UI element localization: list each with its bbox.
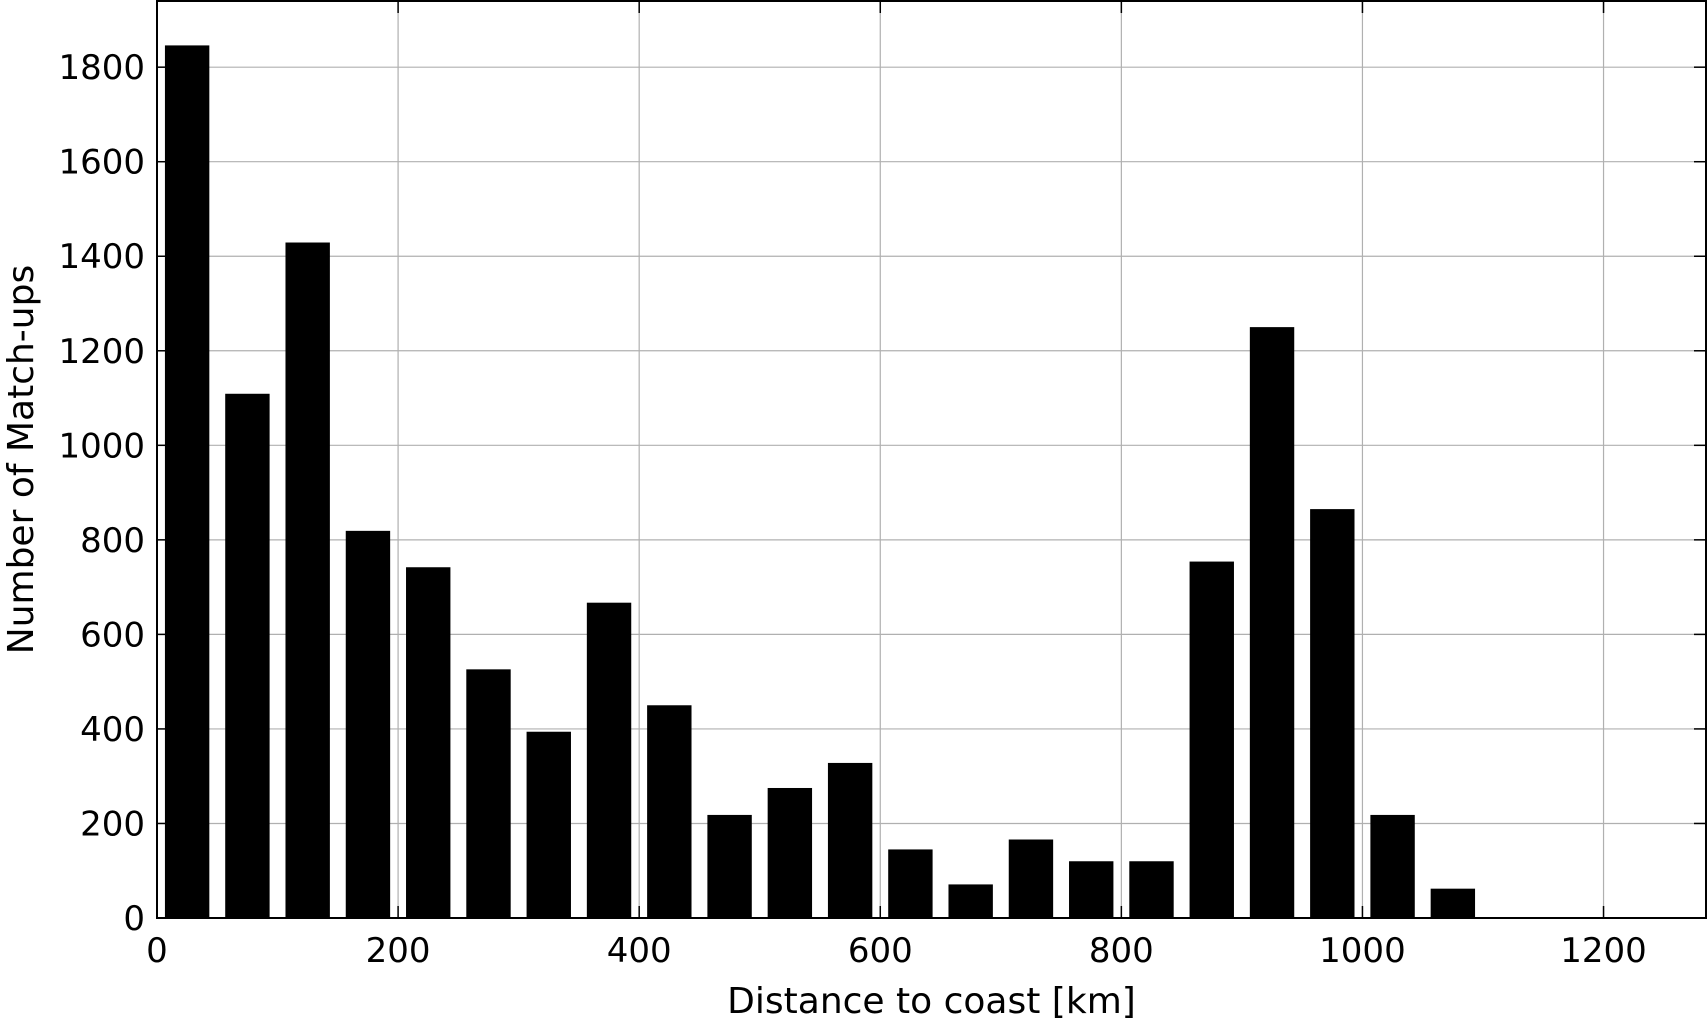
bar xyxy=(1069,861,1114,919)
x-tick-labels: 0 200 400 600 800 1000 1200 xyxy=(146,931,1647,971)
bar xyxy=(225,393,270,919)
y-tick-label: 1200 xyxy=(58,332,145,372)
bars xyxy=(164,45,1476,919)
y-tick-label: 600 xyxy=(80,615,145,655)
bar xyxy=(1129,861,1174,919)
bar xyxy=(1310,509,1355,919)
y-tick-label: 1600 xyxy=(58,143,145,183)
x-tick-label: 800 xyxy=(1089,931,1154,971)
bar xyxy=(827,762,873,919)
x-tick-label: 600 xyxy=(848,931,913,971)
y-tick-label: 400 xyxy=(80,710,145,750)
bar xyxy=(345,530,391,919)
tick-marks xyxy=(156,1,1706,919)
bar xyxy=(1249,327,1295,919)
bar xyxy=(1370,814,1415,919)
bar xyxy=(586,602,632,919)
bar xyxy=(164,45,210,919)
x-tick-label: 1000 xyxy=(1319,931,1406,971)
bar xyxy=(647,705,692,919)
x-tick-label: 1200 xyxy=(1560,931,1647,971)
y-tick-label: 0 xyxy=(123,899,145,939)
bar xyxy=(466,669,511,919)
bar xyxy=(1189,561,1234,919)
bar xyxy=(888,849,933,919)
y-tick-label: 1000 xyxy=(58,426,145,466)
x-tick-label: 200 xyxy=(366,931,431,971)
x-tick-label: 0 xyxy=(146,931,168,971)
y-tick-label: 800 xyxy=(80,521,145,561)
y-tick-labels: 0 200 400 600 800 1000 1200 1400 1600 1800 xyxy=(58,48,145,939)
y-tick-label: 1800 xyxy=(58,48,145,88)
bar xyxy=(707,814,752,919)
bar xyxy=(406,567,451,919)
y-tick-label: 1400 xyxy=(58,237,145,277)
bar xyxy=(767,787,813,919)
bar xyxy=(526,731,571,919)
bar xyxy=(285,242,330,919)
bar xyxy=(948,884,993,919)
y-axis-label: Number of Match-ups xyxy=(1,265,42,654)
y-tick-label: 200 xyxy=(80,804,145,844)
x-tick-label: 400 xyxy=(607,931,672,971)
plot-frame xyxy=(156,0,1707,919)
bar xyxy=(1008,839,1054,919)
bar xyxy=(1430,888,1476,919)
x-axis-label: Distance to coast [km] xyxy=(727,981,1136,1022)
